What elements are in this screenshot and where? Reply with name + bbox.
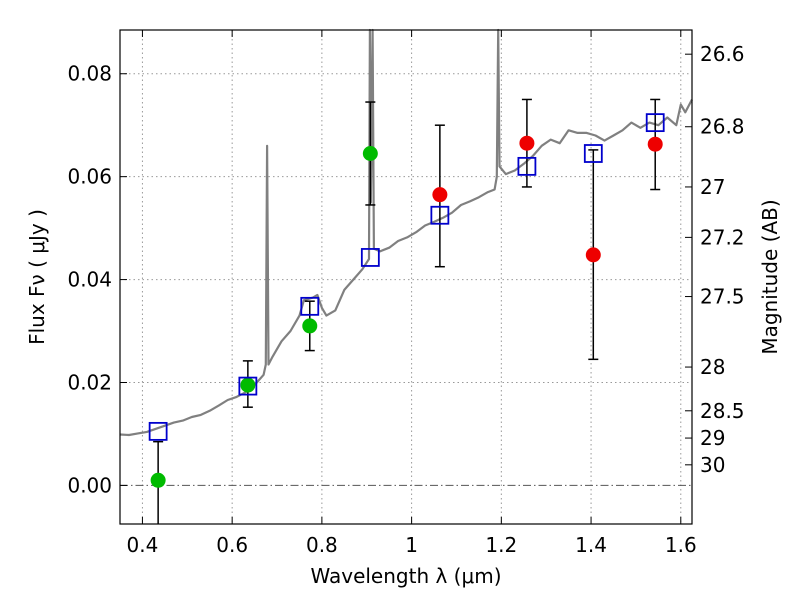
y-tick-label: 0.06 bbox=[67, 165, 112, 189]
right-tick-label: 27.5 bbox=[700, 285, 745, 309]
right-tick-label: 28.5 bbox=[700, 399, 745, 423]
right-tick-label: 26.8 bbox=[700, 115, 745, 139]
model-square-point bbox=[583, 144, 603, 163]
flux-point bbox=[362, 146, 378, 161]
x-tick-label: 1 bbox=[405, 533, 418, 557]
y-axis-label: Flux Fν ( μJy ) bbox=[25, 209, 49, 345]
flux-point bbox=[240, 377, 256, 393]
x-tick-label: 1.2 bbox=[485, 533, 517, 557]
flux-point bbox=[432, 187, 448, 203]
template-layer bbox=[119, 28, 693, 437]
square-layer bbox=[148, 113, 665, 441]
flux-point bbox=[519, 135, 535, 151]
model-square-point bbox=[360, 248, 380, 267]
y-tick-label: 0.04 bbox=[67, 268, 112, 292]
x-tick-label: 0.8 bbox=[306, 533, 338, 557]
flux-point bbox=[150, 472, 166, 488]
flux-point bbox=[302, 318, 318, 334]
right-tick-label: 28 bbox=[700, 355, 725, 379]
point-layer bbox=[150, 135, 663, 488]
tick-label-layer: 0.4 0.6 0.8 1 1.2 1.4 1.6 0.00 0.02 0.04 0.06 0.08 2… bbox=[67, 42, 744, 557]
model-square-point bbox=[148, 421, 168, 441]
model-square-point bbox=[300, 296, 320, 316]
model-square-point bbox=[517, 156, 537, 176]
right-tick-label: 26.6 bbox=[700, 42, 745, 66]
y-tick-label: 0.00 bbox=[67, 473, 112, 497]
right-tick-label: 27 bbox=[700, 175, 725, 199]
y-tick-label: 0.02 bbox=[67, 370, 112, 394]
right-tick-label: 30 bbox=[700, 453, 725, 477]
x-tick-label: 0.6 bbox=[216, 533, 248, 557]
model-square-point bbox=[238, 376, 258, 396]
right-tick-label: 27.2 bbox=[700, 225, 745, 249]
x-axis-label: Wavelength λ (μm) bbox=[310, 564, 501, 588]
model-square-point bbox=[645, 113, 665, 133]
flux-point bbox=[585, 247, 601, 263]
y-tick-label: 0.08 bbox=[67, 62, 112, 86]
model-square-point bbox=[430, 205, 450, 225]
template-spectrum-line bbox=[119, 28, 693, 437]
right-tick-label: 29 bbox=[700, 426, 725, 450]
y-axis-right-label: Magnitude (AB) bbox=[758, 199, 782, 354]
x-tick-label: 1.4 bbox=[575, 533, 607, 557]
x-tick-label: 0.4 bbox=[127, 533, 159, 557]
tick-layer bbox=[120, 30, 692, 524]
errorbar-layer bbox=[153, 98, 661, 524]
flux-point bbox=[647, 136, 663, 152]
grid-layer bbox=[120, 30, 692, 524]
x-tick-label: 1.6 bbox=[665, 533, 697, 557]
plot-frame bbox=[119, 29, 693, 525]
